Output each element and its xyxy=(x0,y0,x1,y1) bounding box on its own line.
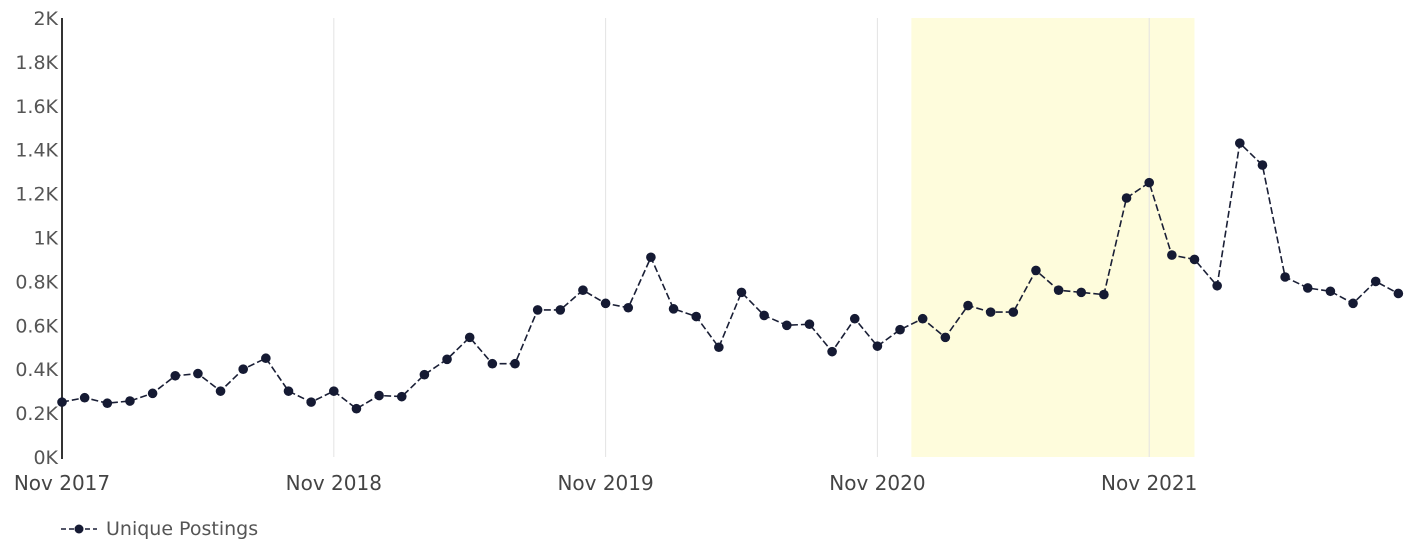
data-point xyxy=(917,313,928,324)
data-point xyxy=(691,311,701,322)
y-tick-label: 1.4K xyxy=(15,140,58,162)
data-point xyxy=(1099,289,1109,300)
data-point xyxy=(419,369,430,380)
y-tick-label: 1K xyxy=(33,228,58,250)
data-point xyxy=(1257,160,1268,170)
series-line xyxy=(61,141,1399,410)
data-point xyxy=(1393,288,1404,299)
data-point xyxy=(442,354,452,365)
data-point xyxy=(759,310,769,321)
y-tick-label: 1.2K xyxy=(15,184,58,206)
data-point xyxy=(963,300,973,311)
data-point xyxy=(147,388,158,399)
data-point xyxy=(351,403,362,414)
data-point xyxy=(374,390,384,401)
data-point xyxy=(736,287,747,298)
data-point xyxy=(1008,307,1019,317)
data-point xyxy=(1144,177,1154,188)
y-tick-label: 0.6K xyxy=(15,315,58,337)
y-tick-label: 0.8K xyxy=(15,271,58,293)
legend-marker xyxy=(61,524,97,534)
x-tick-label: Nov 2017 xyxy=(14,471,110,495)
data-point xyxy=(125,396,135,406)
data-point xyxy=(57,397,67,407)
data-point xyxy=(646,252,656,263)
data-point xyxy=(306,397,316,407)
data-point xyxy=(1325,286,1336,297)
y-tick-label: 0K xyxy=(33,447,58,469)
data-point xyxy=(464,332,475,343)
data-point xyxy=(329,386,339,396)
data-point xyxy=(238,364,248,375)
data-point xyxy=(782,320,792,331)
data-point xyxy=(170,370,181,381)
data-point xyxy=(1212,280,1222,291)
data-point xyxy=(1121,193,1132,203)
data-point xyxy=(804,319,815,330)
highlight-band xyxy=(911,18,1195,457)
data-point xyxy=(261,353,271,364)
data-point xyxy=(849,313,860,324)
x-tick-label: Nov 2020 xyxy=(829,471,925,495)
data-point xyxy=(1031,265,1041,276)
data-point xyxy=(532,305,543,315)
data-point xyxy=(827,346,837,357)
data-point xyxy=(600,298,611,309)
data-point xyxy=(102,398,113,409)
data-point xyxy=(1053,285,1064,295)
data-point xyxy=(1370,276,1381,287)
data-point xyxy=(714,342,724,353)
data-point xyxy=(396,391,407,402)
data-point xyxy=(1348,298,1358,309)
data-point xyxy=(193,368,203,379)
data-point xyxy=(872,341,883,351)
data-point xyxy=(623,302,634,313)
data-point xyxy=(555,305,566,315)
y-tick-label: 1.6K xyxy=(15,96,58,118)
data-point xyxy=(510,358,520,369)
x-tick-label: Nov 2019 xyxy=(557,471,653,495)
data-point xyxy=(668,304,679,314)
data-point xyxy=(578,285,588,295)
y-tick-label: 0.2K xyxy=(15,403,58,425)
data-point xyxy=(1076,287,1087,298)
data-point xyxy=(215,386,226,396)
x-tick-label: Nov 2018 xyxy=(286,471,382,495)
x-tick-label: Nov 2021 xyxy=(1101,471,1197,495)
data-point xyxy=(985,307,996,317)
legend-label: Unique Postings xyxy=(106,518,259,540)
data-point xyxy=(1280,272,1290,282)
data-point xyxy=(283,386,294,396)
data-point xyxy=(1167,250,1177,260)
legend: Unique Postings xyxy=(60,518,258,540)
y-tick-label: 0.4K xyxy=(15,359,58,381)
data-point xyxy=(79,392,90,403)
data-point xyxy=(1235,138,1245,148)
y-tick-label: 1.8K xyxy=(15,52,58,74)
data-point xyxy=(895,324,905,335)
data-point xyxy=(940,332,951,343)
y-tick-label: 2K xyxy=(33,8,58,30)
data-point xyxy=(1189,254,1200,265)
data-point xyxy=(1302,283,1313,293)
data-point xyxy=(487,358,498,369)
